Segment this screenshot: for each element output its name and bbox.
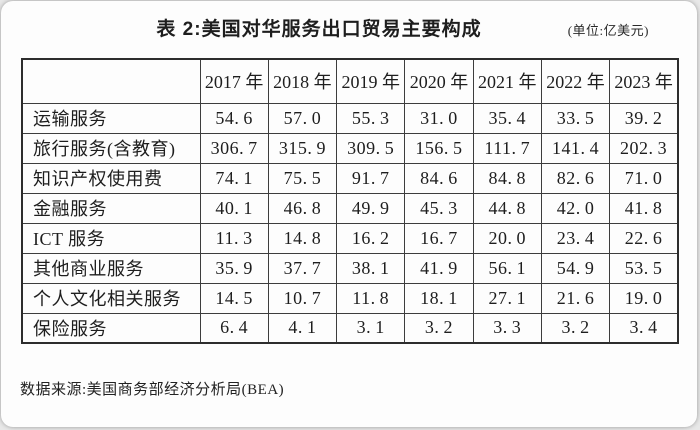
value-cell: 91. 7 [336, 162, 406, 194]
value-cell: 84. 6 [404, 162, 474, 194]
value-cell: 56. 1 [472, 252, 542, 284]
value-cell: 74. 1 [199, 162, 269, 194]
value-cell: 11. 8 [336, 282, 406, 314]
value-cell: 75. 5 [267, 162, 338, 194]
value-cell: 49. 9 [336, 192, 406, 224]
value-cell: 53. 5 [609, 252, 679, 284]
table-row: 运输服务 54. 6 57. 0 55. 3 31. 0 35. 4 33. 5 39. 2 [21, 102, 679, 134]
table-row: 保险服务 6. 4 4. 1 3. 1 3. 2 3. 3 3. 2 3. 4 [21, 312, 679, 344]
row-label: 知识产权使用费 [21, 162, 201, 194]
value-cell: 21. 6 [540, 282, 611, 314]
year-column-header: 2018 年 [267, 58, 338, 104]
year-column-header: 2019 年 [336, 58, 406, 104]
row-label: ICT 服务 [21, 222, 201, 254]
value-cell: 10. 7 [267, 282, 338, 314]
year-column-header: 2023 年 [609, 58, 679, 104]
year-column-header: 2021 年 [472, 58, 542, 104]
row-label: 旅行服务(含教育) [21, 132, 201, 164]
value-cell: 3. 2 [540, 312, 611, 344]
unit-note: (单位:亿美元) [567, 23, 649, 38]
value-cell: 14. 8 [267, 222, 338, 254]
value-cell: 3. 1 [336, 312, 406, 344]
value-cell: 42. 0 [540, 192, 611, 224]
table-row: ICT 服务 11. 3 14. 8 16. 2 16. 7 20. 0 23. 4 22. … [21, 222, 679, 254]
value-cell: 55. 3 [336, 102, 406, 134]
value-cell: 23. 4 [540, 222, 611, 254]
value-cell: 39. 2 [609, 102, 679, 134]
table-row: 金融服务 40. 1 46. 8 49. 9 45. 3 44. 8 42. 0 41. 8 [21, 192, 679, 224]
value-cell: 82. 6 [540, 162, 611, 194]
value-cell: 6. 4 [199, 312, 269, 344]
value-cell: 41. 8 [609, 192, 679, 224]
value-cell: 315. 9 [267, 132, 338, 164]
table-title: 表 2:美国对华服务出口贸易主要构成 [156, 19, 482, 40]
table-row: 个人文化相关服务 14. 5 10. 7 11. 8 18. 1 27. 1 21. 6 19… [21, 282, 679, 314]
value-cell: 40. 1 [199, 192, 269, 224]
value-cell: 18. 1 [404, 282, 474, 314]
value-cell: 37. 7 [267, 252, 338, 284]
value-cell: 44. 8 [472, 192, 542, 224]
value-cell: 306. 7 [199, 132, 269, 164]
value-cell: 4. 1 [267, 312, 338, 344]
table-header-row: 2017 年 2018 年 2019 年 2020 年 2021 年 2022 年 2023… [21, 58, 679, 104]
row-label: 运输服务 [21, 102, 201, 134]
data-source-note: 数据来源:美国商务部经济分析局(BEA) [20, 382, 285, 398]
value-cell: 19. 0 [609, 282, 679, 314]
value-cell: 16. 7 [404, 222, 474, 254]
value-cell: 22. 6 [609, 222, 679, 254]
value-cell: 3. 2 [404, 312, 474, 344]
value-cell: 84. 8 [472, 162, 542, 194]
value-cell: 141. 4 [540, 132, 611, 164]
value-cell: 3. 4 [609, 312, 679, 344]
corner-cell [21, 58, 201, 104]
value-cell: 46. 8 [267, 192, 338, 224]
row-label: 保险服务 [21, 312, 201, 344]
value-cell: 35. 9 [199, 252, 269, 284]
value-cell: 111. 7 [472, 132, 542, 164]
value-cell: 35. 4 [472, 102, 542, 134]
title-bar: 表 2:美国对华服务出口贸易主要构成 (单位:亿美元) [1, 1, 697, 56]
value-cell: 31. 0 [404, 102, 474, 134]
value-cell: 20. 0 [472, 222, 542, 254]
value-cell: 54. 6 [199, 102, 269, 134]
value-cell: 71. 0 [609, 162, 679, 194]
value-cell: 14. 5 [199, 282, 269, 314]
value-cell: 41. 9 [404, 252, 474, 284]
year-column-header: 2022 年 [540, 58, 611, 104]
value-cell: 54. 9 [540, 252, 611, 284]
value-cell: 38. 1 [336, 252, 406, 284]
value-cell: 11. 3 [199, 222, 269, 254]
services-export-table: 2017 年 2018 年 2019 年 2020 年 2021 年 2022 年 2023… [21, 58, 679, 344]
value-cell: 57. 0 [267, 102, 338, 134]
table-row: 知识产权使用费 74. 1 75. 5 91. 7 84. 6 84. 8 82. 6 71.… [21, 162, 679, 194]
value-cell: 45. 3 [404, 192, 474, 224]
value-cell: 3. 3 [472, 312, 542, 344]
row-label: 其他商业服务 [21, 252, 201, 284]
year-column-header: 2017 年 [199, 58, 269, 104]
value-cell: 33. 5 [540, 102, 611, 134]
value-cell: 156. 5 [404, 132, 474, 164]
row-label: 金融服务 [21, 192, 201, 224]
value-cell: 202. 3 [609, 132, 679, 164]
table-row: 其他商业服务 35. 9 37. 7 38. 1 41. 9 56. 1 54. 9 53. … [21, 252, 679, 284]
row-label: 个人文化相关服务 [21, 282, 201, 314]
value-cell: 27. 1 [472, 282, 542, 314]
year-column-header: 2020 年 [404, 58, 474, 104]
value-cell: 16. 2 [336, 222, 406, 254]
value-cell: 309. 5 [336, 132, 406, 164]
